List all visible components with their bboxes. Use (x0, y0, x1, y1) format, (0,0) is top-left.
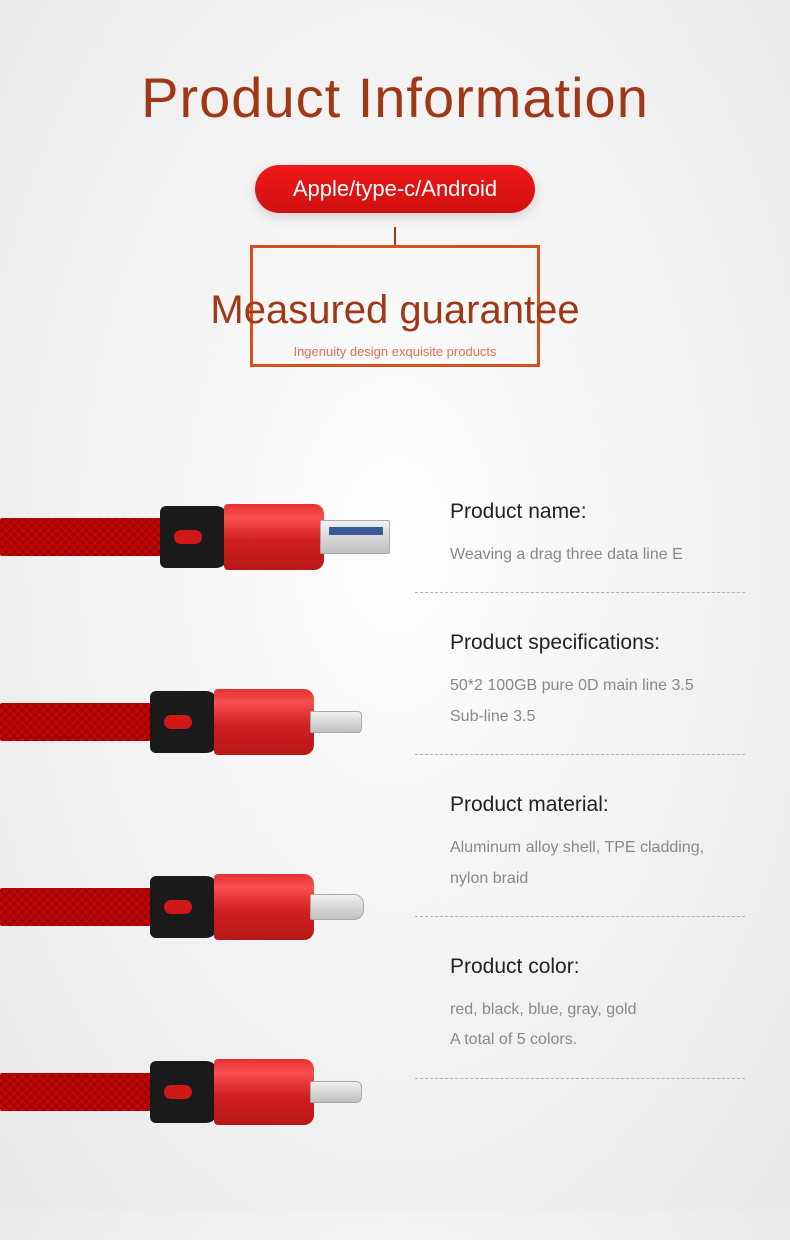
cable-metal-icon (214, 874, 314, 940)
spec-item-name: Product name: Weaving a drag three data … (415, 500, 745, 593)
cable-collar-icon (150, 691, 218, 753)
specs-list: Product name: Weaving a drag three data … (415, 500, 745, 1117)
cable-braid-icon (0, 703, 155, 741)
micro-usb-connector-icon (310, 711, 362, 733)
cable-lightning (0, 1055, 400, 1135)
page-title: Product Information (0, 0, 790, 130)
cable-braid-icon (0, 518, 165, 556)
spec-item-specifications: Product specifications: 50*2 100GB pure … (415, 631, 745, 755)
subtitle-frame: Measured guarantee Ingenuity design exqu… (250, 245, 540, 367)
spec-item-material: Product material: Aluminum alloy shell, … (415, 793, 745, 917)
spec-value: Weaving a drag three data line E (415, 540, 745, 570)
cable-illustration (0, 500, 400, 1240)
divider-line (394, 227, 396, 245)
tagline: Ingenuity design exquisite products (293, 344, 496, 359)
spec-value: red, black, blue, gray, goldA total of 5… (415, 995, 745, 1056)
cable-metal-icon (224, 504, 324, 570)
cable-metal-icon (214, 1059, 314, 1125)
spec-value: 50*2 100GB pure 0D main line 3.5Sub-line… (415, 671, 745, 732)
compatibility-badge: Apple/type-c/Android (255, 165, 535, 213)
cable-collar-icon (150, 1061, 218, 1123)
cable-type-c (0, 870, 400, 950)
type-c-connector-icon (310, 894, 364, 920)
spec-label: Product color: (415, 955, 745, 979)
spec-label: Product material: (415, 793, 745, 817)
cable-micro-usb (0, 685, 400, 765)
cable-collar-icon (160, 506, 228, 568)
spec-item-color: Product color: red, black, blue, gray, g… (415, 955, 745, 1079)
cable-braid-icon (0, 1073, 155, 1111)
cable-braid-icon (0, 888, 155, 926)
spec-value: Aluminum alloy shell, TPE cladding,nylon… (415, 833, 745, 894)
content-area: Product name: Weaving a drag three data … (0, 460, 790, 1160)
spec-label: Product name: (415, 500, 745, 524)
cable-usb-a (0, 500, 400, 580)
spec-label: Product specifications: (415, 631, 745, 655)
subtitle: Measured guarantee (200, 288, 589, 333)
usb-a-connector-icon (320, 520, 390, 554)
cable-collar-icon (150, 876, 218, 938)
cable-metal-icon (214, 689, 314, 755)
lightning-connector-icon (310, 1081, 362, 1103)
